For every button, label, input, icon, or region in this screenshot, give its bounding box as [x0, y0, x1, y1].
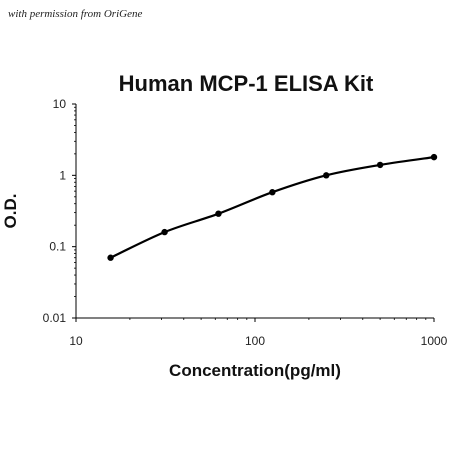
y-axis-label: O.D. [1, 194, 20, 229]
y-tick-label: 0.1 [49, 240, 66, 254]
chart-title: Human MCP-1 ELISA Kit [119, 71, 374, 96]
fit-curve-line [109, 156, 436, 259]
x-tick-label: 1000 [421, 334, 448, 348]
data-point [161, 228, 168, 236]
y-tick-label: 10 [53, 97, 67, 111]
data-point [430, 153, 438, 161]
data-point [376, 161, 384, 169]
axes-group [75, 104, 434, 319]
y-tick-label: 1 [59, 168, 66, 182]
data-point [215, 210, 222, 217]
x-tick-label: 100 [245, 334, 265, 348]
permission-caption: with permission from OriGene [8, 8, 143, 20]
x-axis-ticks: 10 100 1000 [69, 318, 448, 348]
data-point [323, 172, 330, 179]
data-point [107, 254, 114, 261]
y-axis-ticks: 0.01 0.1 1 10 [43, 97, 76, 325]
x-tick-label: 10 [69, 334, 83, 348]
data-points [107, 153, 438, 261]
data-point [269, 189, 276, 196]
x-axis-label: Concentration(pg/ml) [169, 361, 341, 380]
y-tick-label: 0.01 [43, 311, 67, 325]
